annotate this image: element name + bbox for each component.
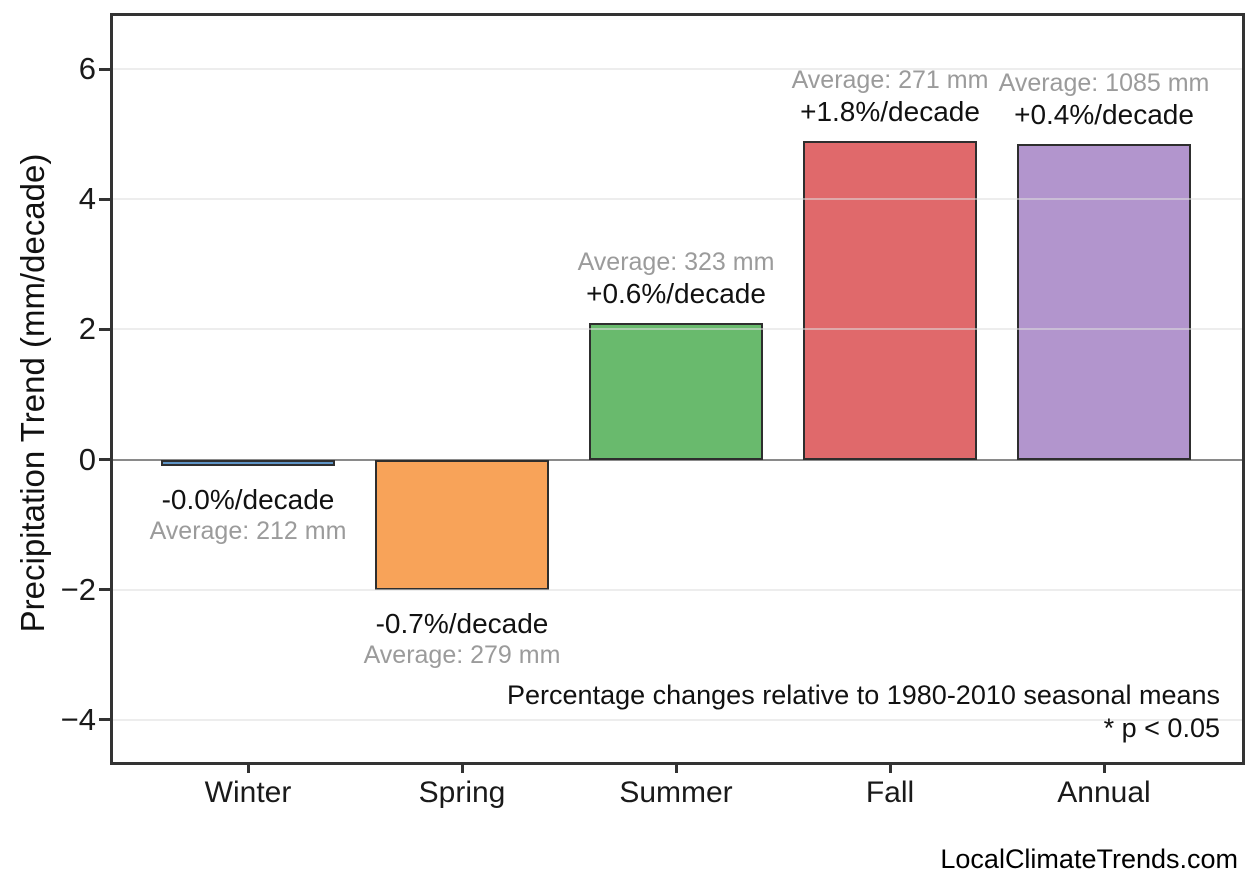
- plot-area: Percentage changes relative to 1980-2010…: [110, 13, 1245, 765]
- average-label-spring: Average: 279 mm: [363, 640, 561, 669]
- watermark: LocalClimateTrends.com: [940, 844, 1238, 874]
- y-tick-label-6: 6: [78, 51, 96, 87]
- bar-winter: [161, 459, 335, 467]
- gridline-y-4: [113, 198, 1242, 201]
- y-tick-mark-6: [99, 67, 110, 71]
- x-tick-mark-spring: [460, 764, 464, 773]
- x-tick-label-summer: Summer: [619, 776, 733, 809]
- average-label-annual: Average: 1085 mm: [998, 69, 1210, 98]
- y-tick-label-4: 4: [78, 181, 96, 217]
- x-tick-label-winter: Winter: [204, 776, 292, 809]
- y-tick-mark--2: [99, 588, 110, 592]
- annotation-spring: -0.7%/decade Average: 279 mm: [272, 608, 652, 671]
- annotation-winter: -0.0%/decade Average: 212 mm: [58, 484, 438, 547]
- bar-spring: [375, 459, 549, 590]
- plot-canvas: Percentage changes relative to 1980-2010…: [113, 16, 1242, 762]
- average-label-summer: Average: 323 mm: [577, 248, 775, 276]
- annotation-annual: Average: 1085 mm +0.4%/decade: [914, 68, 1258, 131]
- footnote-line-2: * p < 0.05: [1103, 713, 1220, 743]
- annotation-summer: Average: 323 mm +0.6%/decade: [486, 247, 866, 310]
- bar-fall: [803, 140, 977, 460]
- zero-line: [113, 458, 1242, 461]
- trend-label-winter: -0.0%/decade: [161, 484, 335, 516]
- y-tick-label--4: −4: [60, 701, 96, 737]
- y-tick-mark-4: [99, 197, 110, 201]
- x-tick-mark-fall: [888, 764, 892, 773]
- y-axis-title: Precipitation Trend (mm/decade): [14, 153, 51, 633]
- trend-label-summer: +0.6%/decade: [586, 278, 766, 309]
- gridline-y--2: [113, 588, 1242, 591]
- y-tick-mark-2: [99, 327, 110, 331]
- x-tick-label-annual: Annual: [1057, 776, 1151, 809]
- average-label-winter: Average: 212 mm: [149, 517, 347, 546]
- y-tick-label--2: −2: [60, 571, 96, 607]
- trend-label-fall: +1.8%/decade: [800, 95, 980, 127]
- x-tick-label-fall: Fall: [865, 776, 915, 809]
- bar-summer: [589, 322, 763, 460]
- bar-annual: [1017, 144, 1191, 460]
- x-tick-mark-annual: [1102, 764, 1106, 773]
- annotation-fall: Average: 271 mm +1.8%/decade: [700, 65, 1080, 128]
- footnote-block: Percentage changes relative to 1980-2010…: [507, 679, 1220, 745]
- gridline-y-6: [113, 68, 1242, 71]
- footnote-line-1: Percentage changes relative to 1980-2010…: [507, 680, 1220, 710]
- x-tick-mark-summer: [674, 764, 678, 773]
- trend-label-annual: +0.4%/decade: [1014, 99, 1194, 131]
- x-tick-mark-winter: [246, 764, 250, 773]
- gridline-y-2: [113, 328, 1242, 331]
- y-tick-mark-0: [99, 458, 110, 462]
- y-tick-label-2: 2: [78, 311, 96, 347]
- gridline-y--4: [113, 718, 1242, 721]
- y-tick-mark--4: [99, 718, 110, 722]
- y-tick-label-0: 0: [78, 441, 96, 477]
- trend-label-spring: -0.7%/decade: [375, 607, 549, 639]
- average-label-fall: Average: 271 mm: [791, 65, 989, 94]
- x-tick-label-spring: Spring: [418, 776, 506, 809]
